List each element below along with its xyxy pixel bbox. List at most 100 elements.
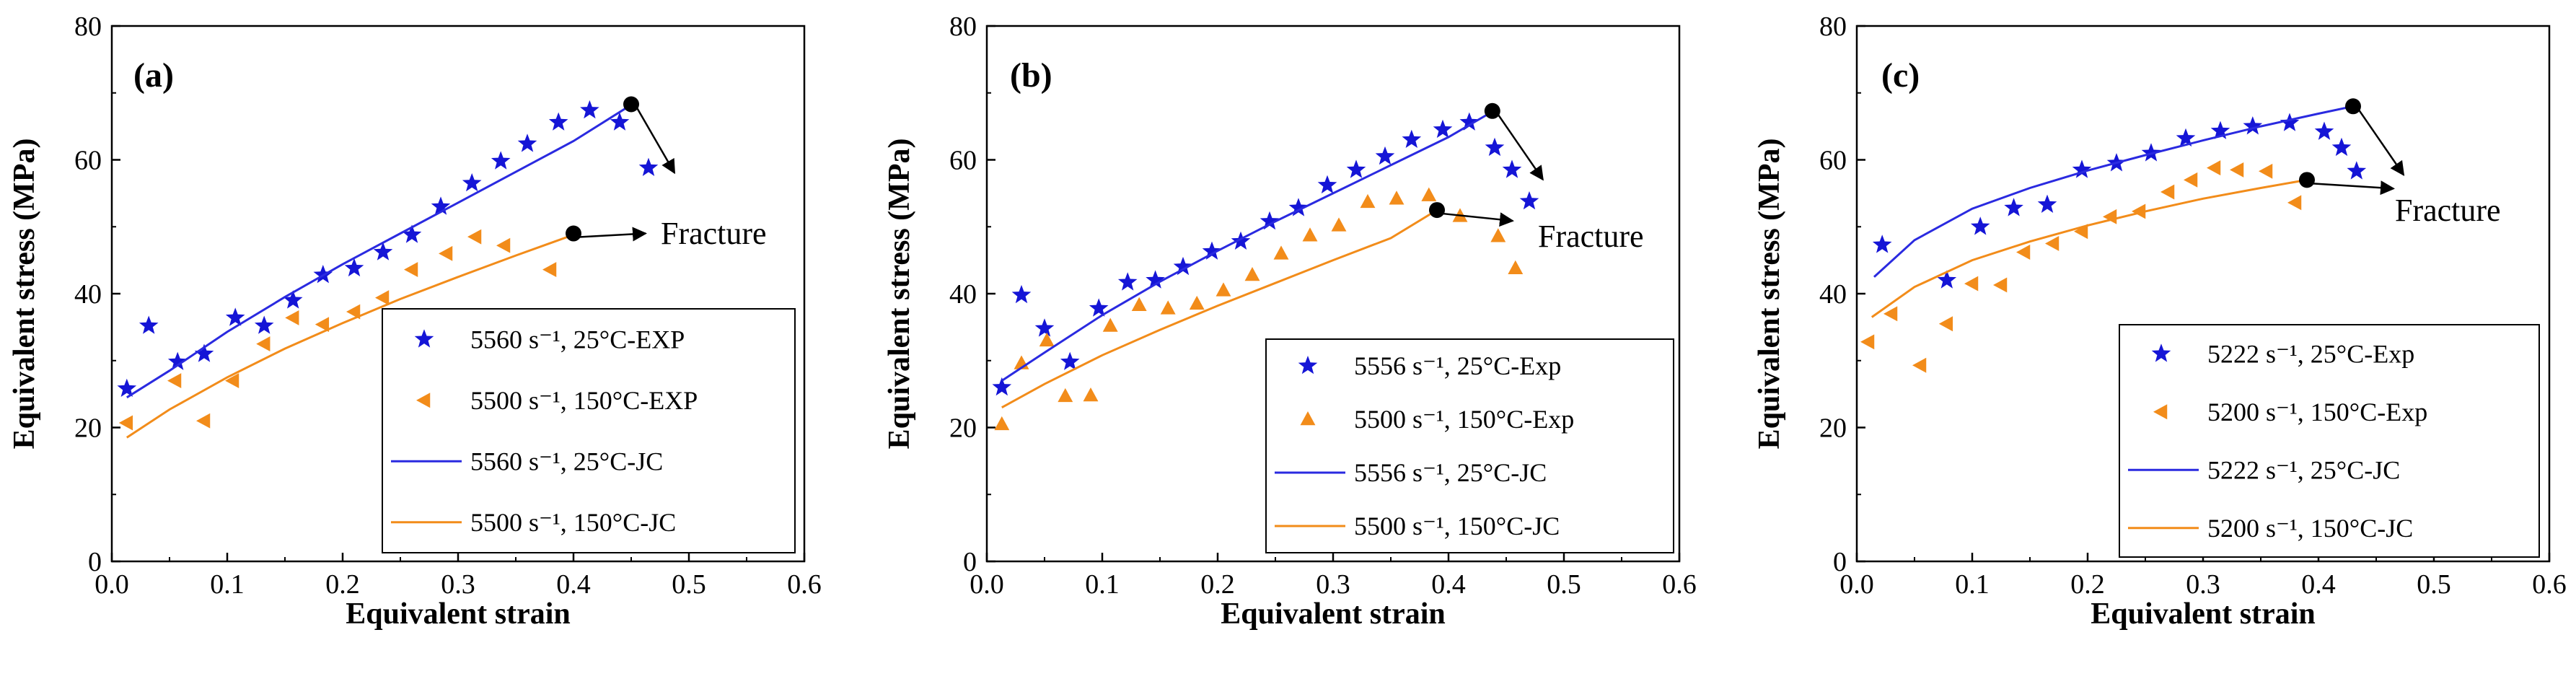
fracture-point	[2345, 98, 2361, 115]
x-tick-label: 0.3	[2186, 569, 2220, 600]
series-exp25	[992, 112, 1539, 396]
y-tick-label: 40	[74, 279, 102, 310]
data-point	[542, 262, 557, 278]
y-tick-label: 0	[963, 547, 977, 577]
y-axis-title: Equivalent stress (MPa)	[8, 139, 41, 450]
data-point	[344, 258, 364, 277]
data-point	[2184, 172, 2198, 188]
data-point	[1117, 272, 1138, 291]
legend-marker-exp150	[416, 393, 431, 408]
data-point	[1912, 357, 1927, 373]
x-tick-label: 0.2	[325, 569, 360, 600]
data-point	[1360, 193, 1376, 209]
y-tick-label: 0	[1833, 547, 1847, 577]
chart-panel-c: 0.0 0.1 0.2 0.3 0.4 0.5 0.6 0 20 40 60 80 Equivalent…	[1753, 12, 2567, 631]
data-point	[2347, 161, 2367, 180]
x-tick-label: 0.1	[1955, 569, 1990, 600]
legend-marker-exp25	[2151, 343, 2171, 362]
data-point	[283, 290, 303, 309]
data-point	[346, 304, 361, 320]
data-point	[1346, 159, 1366, 178]
data-point	[2045, 235, 2060, 251]
x-tick-label: 0.5	[1547, 569, 1581, 600]
y-axis-title: Equivalent stress (MPa)	[883, 139, 916, 450]
data-point	[315, 317, 330, 333]
data-point	[1490, 228, 1506, 242]
data-point	[1964, 276, 1979, 292]
series-jc150	[1001, 209, 1438, 409]
data-point	[1508, 260, 1524, 275]
data-point	[1058, 387, 1073, 403]
y-tick-label: 80	[1819, 12, 1847, 42]
jc-curve-jc25	[1873, 105, 2354, 278]
data-point	[1089, 298, 1109, 317]
jc-curve-jc150	[1001, 209, 1438, 409]
data-point	[439, 245, 453, 261]
fracture-point	[623, 96, 639, 113]
panel-label: (b)	[1010, 56, 1052, 95]
x-tick-label: 0.1	[1085, 569, 1120, 600]
legend-label-jc25: 5222 s⁻¹, 25°C-JC	[2207, 455, 2400, 484]
x-tick-label: 0.5	[672, 569, 706, 600]
data-point	[1102, 317, 1118, 332]
x-tick-label: 0.0	[1839, 569, 1874, 600]
fracture-arrow	[2312, 180, 2395, 196]
data-point	[491, 151, 511, 170]
data-point	[638, 157, 659, 176]
legend-label-exp25: 5560 s⁻¹, 25°C-EXP	[470, 325, 685, 354]
fracture-point	[1429, 202, 1445, 219]
data-point	[1331, 217, 1347, 232]
data-point	[1375, 146, 1395, 165]
data-point	[1189, 295, 1205, 310]
fracture-point	[1484, 102, 1500, 119]
data-point	[1402, 129, 1422, 148]
data-point	[402, 224, 422, 243]
data-point	[462, 173, 482, 192]
data-point	[1160, 300, 1176, 315]
y-tick-label: 20	[1819, 413, 1847, 444]
data-point	[2141, 143, 2161, 162]
x-axis-title: Equivalent strain	[346, 597, 571, 631]
data-point	[285, 310, 299, 325]
y-tick-label: 80	[949, 12, 977, 42]
data-point	[196, 413, 211, 429]
x-tick-label: 0.4	[2301, 569, 2336, 600]
legend: 5556 s⁻¹, 25°C-Exp 5500 s⁻¹, 150°C-Exp 555…	[1265, 338, 1674, 553]
data-point	[1459, 112, 1480, 131]
data-point	[2259, 163, 2273, 179]
series-exp150	[1860, 160, 2302, 373]
data-point	[1146, 270, 1165, 289]
data-point	[1860, 334, 1875, 350]
x-tick-label: 0.3	[1316, 569, 1350, 600]
fracture-annotation: Fracture	[1538, 219, 1644, 254]
data-point	[254, 315, 274, 334]
legend-label-exp150: 5200 s⁻¹, 150°C-Exp	[2207, 398, 2427, 426]
series-exp25	[117, 100, 659, 397]
data-point	[313, 265, 333, 284]
x-tick-label: 0.4	[556, 569, 591, 600]
data-point	[167, 351, 188, 370]
legend-label-exp25: 5556 s⁻¹, 25°C-Exp	[1354, 351, 1561, 380]
legend-label-exp150: 5500 s⁻¹, 150°C-EXP	[470, 386, 698, 415]
data-point	[404, 262, 418, 278]
data-point	[1970, 216, 1990, 235]
x-tick-label: 0.6	[1662, 569, 1697, 600]
panel-label: (c)	[1881, 56, 1920, 95]
fracture-arrow	[1497, 114, 1544, 181]
data-point	[1993, 277, 2008, 293]
legend-label-jc150: 5500 s⁻¹, 150°C-JC	[470, 508, 676, 537]
x-tick-label: 0.2	[1200, 569, 1235, 600]
series-exp150	[994, 187, 1524, 431]
data-point	[548, 112, 568, 131]
data-point	[373, 242, 393, 260]
data-point	[580, 100, 599, 119]
fracture-arrow	[636, 107, 676, 175]
legend-label-exp150: 5500 s⁻¹, 150°C-Exp	[1354, 405, 1574, 434]
data-point	[2016, 245, 2031, 260]
x-tick-label: 0.5	[2417, 569, 2451, 600]
data-point	[2072, 159, 2092, 178]
jc-curve-jc150	[126, 233, 574, 439]
y-tick-label: 40	[1819, 279, 1847, 310]
series-jc150	[1871, 178, 2308, 318]
x-axis-title: Equivalent strain	[2091, 597, 2316, 631]
